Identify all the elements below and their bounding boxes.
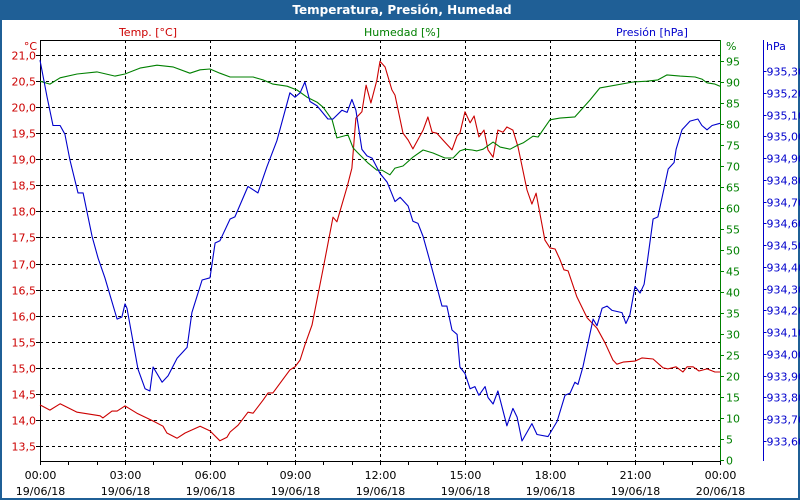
x-tick-date: 19/06/18 xyxy=(101,485,150,498)
pressure-tick-label: 934,00 xyxy=(767,349,800,362)
pressure-tick-label: 934,10 xyxy=(767,327,800,340)
pressure-tick-label: 935,10 xyxy=(767,110,800,123)
pressure-tick-label: 934,40 xyxy=(767,262,800,275)
x-tick-date: 19/06/18 xyxy=(186,485,235,498)
temp-tick-label: 14,0 xyxy=(12,415,37,428)
humidity-tick-label: 40 xyxy=(726,287,740,300)
pressure-tick-label: 934,50 xyxy=(767,240,800,253)
humidity-tick-label: 55 xyxy=(726,224,740,237)
temp-tick-label: 17,0 xyxy=(12,259,37,272)
humidity-tick-label: 60 xyxy=(726,203,740,216)
temp-tick-label: 19,0 xyxy=(12,154,37,167)
x-tick-date: 19/06/18 xyxy=(611,485,660,498)
pressure-unit-label: hPa xyxy=(766,40,786,53)
window-title: Temperatura, Presión, Humedad xyxy=(2,0,800,20)
humidity-tick-label: 20 xyxy=(726,371,740,384)
pressure-axis-title: Presión [hPa] xyxy=(616,26,688,39)
temp-axis-title: Temp. [°C] xyxy=(118,26,177,39)
humidity-tick-label: 25 xyxy=(726,350,740,363)
temp-tick-label: 20,5 xyxy=(12,76,37,89)
humidity-tick-label: 35 xyxy=(726,308,740,321)
pressure-tick-label: 935,30 xyxy=(767,66,800,79)
humidity-tick-label: 30 xyxy=(726,329,740,342)
temp-tick-label: 19,5 xyxy=(12,128,37,141)
pressure-tick-label: 933,80 xyxy=(767,392,800,405)
temp-tick-label: 13,5 xyxy=(12,441,37,454)
humidity-unit-label: % xyxy=(726,40,736,53)
x-tick-time: 09:00 xyxy=(280,469,312,482)
x-tick-time: 15:00 xyxy=(450,469,482,482)
x-tick-time: 12:00 xyxy=(365,469,397,482)
pressure-tick-label: 934,60 xyxy=(767,218,800,231)
humidity-axis-title: Humedad [%] xyxy=(364,26,440,39)
pressure-tick-label: 934,80 xyxy=(767,175,800,188)
x-tick-time: 18:00 xyxy=(535,469,567,482)
temp-tick-label: 15,5 xyxy=(12,337,37,350)
humidity-tick-label: 65 xyxy=(726,182,740,195)
humidity-series-line xyxy=(39,64,721,176)
temp-tick-label: 16,0 xyxy=(12,311,37,324)
humidity-tick-label: 85 xyxy=(726,98,740,111)
x-tick-date: 19/06/18 xyxy=(16,485,65,498)
gridlines xyxy=(40,40,720,461)
temp-tick-label: 20,0 xyxy=(12,102,37,115)
temp-tick-label: 21,0 xyxy=(12,50,37,63)
x-tick-time: 00:00 xyxy=(25,469,57,482)
temp-tick-label: 17,5 xyxy=(12,232,37,245)
x-tick-date: 19/06/18 xyxy=(441,485,490,498)
humidity-tick-label: 0 xyxy=(726,455,733,468)
temp-tick-label: 18,0 xyxy=(12,206,37,219)
series-lines xyxy=(39,60,721,442)
x-tick-time: 03:00 xyxy=(110,469,142,482)
humidity-tick-label: 95 xyxy=(726,56,740,69)
temp-series-line xyxy=(39,60,720,442)
humidity-tick-label: 80 xyxy=(726,119,740,132)
pressure-tick-label: 935,00 xyxy=(767,131,800,144)
pressure-tick-label: 934,70 xyxy=(767,197,800,210)
humidity-tick-label: 45 xyxy=(726,266,740,279)
axes: 13,5 14,0 14,5 15,0 15,5 16,0 16,5 17,0 17,5 18,0… xyxy=(12,40,800,498)
x-tick-date: 19/06/18 xyxy=(356,485,405,498)
humidity-tick-label: 70 xyxy=(726,161,740,174)
humidity-tick-label: 5 xyxy=(726,434,733,447)
temp-tick-label: 18,5 xyxy=(12,180,37,193)
humidity-tick-label: 75 xyxy=(726,140,740,153)
pressure-tick-label: 934,30 xyxy=(767,284,800,297)
pressure-tick-label: 933,60 xyxy=(767,436,800,449)
pressure-tick-label: 935,20 xyxy=(767,88,800,101)
pressure-tick-label: 934,90 xyxy=(767,153,800,166)
humidity-tick-label: 50 xyxy=(726,245,740,258)
x-tick-date: 19/06/18 xyxy=(271,485,320,498)
x-tick-time: 00:00 xyxy=(705,469,737,482)
temp-unit-label: °C xyxy=(24,40,38,53)
humidity-tick-label: 10 xyxy=(726,413,740,426)
x-tick-time: 21:00 xyxy=(620,469,652,482)
pressure-tick-label: 933,70 xyxy=(767,414,800,427)
x-tick-time: 06:00 xyxy=(195,469,227,482)
pressure-tick-label: 933,90 xyxy=(767,371,800,384)
pressure-series-line xyxy=(39,60,721,442)
x-tick-date: 19/06/18 xyxy=(526,485,575,498)
temp-tick-label: 15,0 xyxy=(12,363,37,376)
humidity-tick-label: 15 xyxy=(726,392,740,405)
humidity-tick-label: 90 xyxy=(726,77,740,90)
temp-tick-label: 16,5 xyxy=(12,285,37,298)
x-tick-date: 20/06/18 xyxy=(696,485,745,498)
pressure-tick-label: 934,20 xyxy=(767,305,800,318)
temp-tick-label: 14,5 xyxy=(12,389,37,402)
